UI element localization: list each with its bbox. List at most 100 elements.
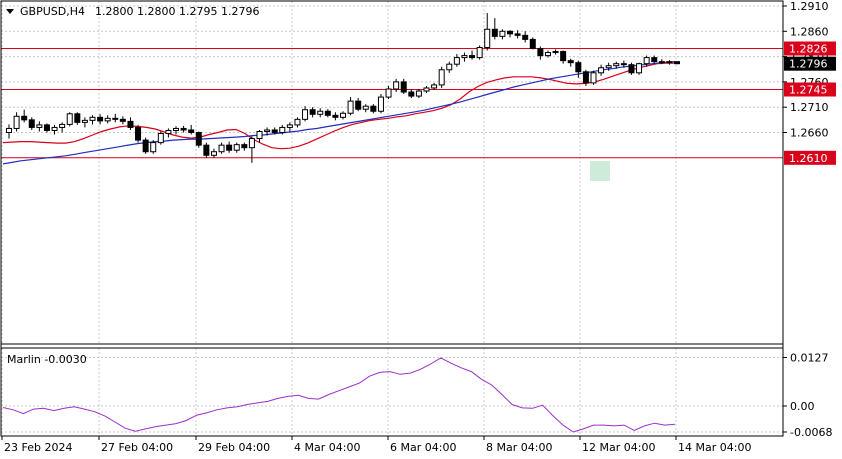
candle-body[interactable] [286,124,293,128]
candle-body[interactable] [370,105,377,112]
candle-body[interactable] [226,144,233,151]
candle-body[interactable] [385,88,392,98]
candle-body[interactable] [453,57,460,65]
candle-body[interactable] [613,63,620,67]
candle-body[interactable] [173,127,179,131]
candle-body[interactable] [36,124,43,128]
candle-body[interactable] [13,115,20,129]
candle-body[interactable] [157,133,164,144]
candle-body[interactable] [142,139,149,153]
candle-body[interactable] [620,63,627,66]
candle-body[interactable] [598,67,605,74]
candle-body[interactable] [332,114,339,118]
candle-body[interactable] [544,52,551,57]
x-tick-label: 23 Feb 2024 [4,441,72,454]
time-axis[interactable]: 23 Feb 2024 27 Feb 04:00 29 Feb 04:00 4 Mar… [1,436,751,454]
candle-body[interactable] [279,126,286,134]
candle-body[interactable] [567,60,574,64]
candle-body[interactable] [537,48,544,57]
candle-body[interactable] [415,90,422,97]
candle-body[interactable] [135,126,142,141]
candle-body[interactable] [195,132,202,146]
candle-body[interactable] [355,100,362,110]
candle-body[interactable] [28,119,35,128]
candle-body[interactable] [74,113,81,123]
candle-body[interactable] [666,61,673,64]
candle-body[interactable] [203,144,210,156]
candle-body[interactable] [59,123,66,128]
candle-body[interactable] [438,69,445,86]
candle-body[interactable] [324,110,331,116]
candle-body[interactable] [461,55,468,59]
candle-body[interactable] [514,33,521,36]
candle-body[interactable] [241,144,248,149]
candle-body[interactable] [643,57,650,65]
candle-body[interactable] [150,142,157,153]
candle-body[interactable] [43,124,50,131]
candle-body[interactable] [484,28,491,48]
symbol-label: GBPUSD,H4 [20,5,85,18]
candle-body[interactable] [51,126,58,131]
candle-body[interactable] [89,116,96,121]
candle-body[interactable] [658,61,665,64]
candle-body[interactable] [605,65,612,69]
marlin-grid [1,348,783,436]
candle-body[interactable] [560,51,567,62]
candle-body[interactable] [127,120,134,128]
y-tick-label: 1.2860 [790,25,829,38]
candle-body[interactable] [317,110,324,115]
candle-body[interactable] [165,129,172,135]
candle-body[interactable] [507,30,513,35]
candle-body[interactable] [674,61,680,65]
candle-body[interactable] [582,71,589,84]
candle-body[interactable] [651,57,658,63]
candle-body[interactable] [256,130,263,140]
candle-body[interactable] [522,34,529,40]
candle-body[interactable] [575,62,582,73]
candle-body[interactable] [81,119,88,123]
candle-body[interactable] [248,138,255,149]
candle-body[interactable] [469,55,476,59]
candle-body[interactable] [302,109,309,120]
candle-body[interactable] [491,28,498,37]
candle-body[interactable] [271,129,278,134]
candle-body[interactable] [377,96,384,112]
candle-body[interactable] [476,46,483,59]
dropdown-triangle-icon[interactable] [6,9,14,14]
candle-body[interactable] [347,100,354,114]
candle-body[interactable] [423,87,430,92]
candle-body[interactable] [400,81,407,93]
ohlc-label: 1.2800 1.2800 1.2795 1.2796 [95,5,259,18]
candle-body[interactable] [294,118,301,126]
candle-body[interactable] [628,64,635,74]
candle-body[interactable] [188,129,195,134]
candle-body[interactable] [431,84,438,89]
y-tick-label: -0.0068 [790,426,832,439]
candle-body[interactable] [408,91,415,97]
candle-body[interactable] [529,38,536,50]
candle-body[interactable] [66,113,73,125]
candle-body[interactable] [590,72,597,84]
candle-body[interactable] [636,63,643,74]
candle-body[interactable] [97,116,104,122]
candle-body[interactable] [552,51,559,54]
candle-body[interactable] [309,109,316,115]
candle-body[interactable] [264,129,271,132]
horizontal-levels[interactable] [1,48,783,159]
candle-body[interactable] [210,151,217,156]
candle-body[interactable] [393,81,400,90]
candle-body[interactable] [104,117,111,122]
candle-body[interactable] [233,144,240,151]
candles[interactable] [6,13,680,163]
candle-body[interactable] [362,105,369,110]
candle-body[interactable] [446,63,453,71]
candle-body[interactable] [499,30,506,37]
candle-body[interactable] [180,127,187,131]
candle-body[interactable] [21,115,28,121]
candle-body[interactable] [218,144,225,153]
candle-body[interactable] [112,117,119,120]
candle-body[interactable] [119,118,126,122]
candle-body[interactable] [6,127,12,133]
candle-body[interactable] [340,112,346,118]
